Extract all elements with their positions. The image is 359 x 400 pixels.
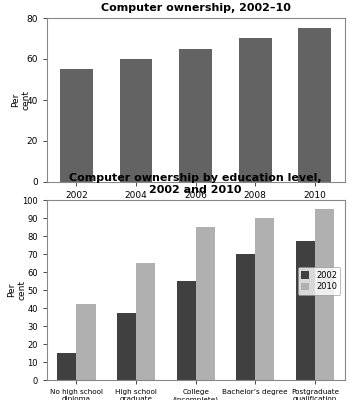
Bar [57,353,76,380]
Bar [177,281,196,380]
Title: Computer ownership by education level,
2002 and 2010: Computer ownership by education level, 2… [69,174,322,195]
Bar [136,263,155,380]
Bar [196,227,215,380]
Bar [239,38,272,182]
Bar [76,304,95,380]
Bar [60,69,93,182]
Bar [236,254,255,380]
Y-axis label: Per
cent: Per cent [11,90,30,110]
Bar [298,28,331,182]
Legend: 2002, 2010: 2002, 2010 [298,268,340,294]
Bar [179,49,212,182]
Bar [296,241,315,380]
Bar [117,314,136,380]
Bar [315,209,334,380]
X-axis label: Year: Year [183,206,208,216]
Title: Computer ownership, 2002–10: Computer ownership, 2002–10 [101,3,290,13]
Bar [255,218,274,380]
Y-axis label: Per
cent: Per cent [6,280,26,300]
Bar [120,59,153,182]
